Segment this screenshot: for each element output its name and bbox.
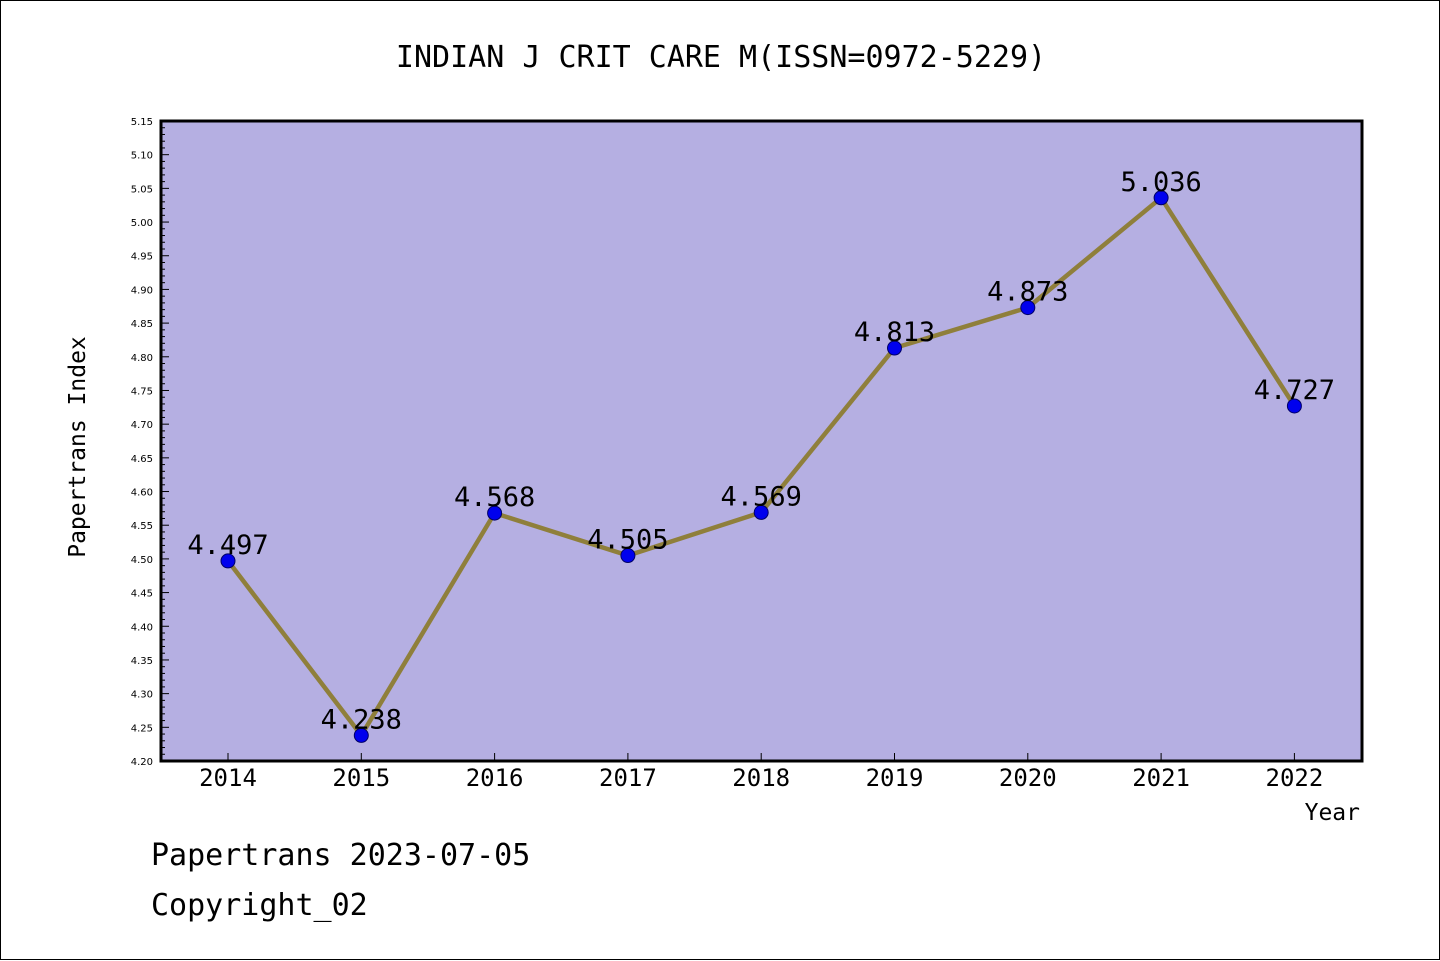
data-label: 5.036 <box>1120 167 1201 198</box>
data-label: 4.238 <box>321 704 402 735</box>
y-axis: 4.20 4.25 4.30 4.35 4.40 4.45 4.50 4.55 4.60 4.65… <box>131 117 169 768</box>
data-label: 4.505 <box>587 525 668 556</box>
y-tick-label: 4.70 <box>131 420 153 431</box>
data-point <box>753 504 769 520</box>
footer-copyright: Copyright_02 <box>151 888 368 923</box>
x-tick-label: 2015 <box>332 764 390 792</box>
data-point <box>1020 300 1036 316</box>
footer-date: Papertrans 2023-07-05 <box>151 838 530 873</box>
y-axis-label: Papertrans Index <box>65 336 91 558</box>
x-axis-label: Year <box>1305 800 1360 826</box>
y-tick-label: 4.65 <box>131 454 153 465</box>
x-tick-label: 2020 <box>999 764 1057 792</box>
data-labels: 4.497 4.238 4.568 4.505 4.569 4.813 4.873 5.036… <box>187 167 1335 736</box>
data-label: 4.813 <box>854 317 935 348</box>
y-tick-label: 4.75 <box>131 386 153 397</box>
y-tick-label: 4.80 <box>131 353 153 364</box>
y-tick-label: 4.40 <box>131 622 153 633</box>
x-tick-label: 2021 <box>1132 764 1190 792</box>
y-tick-label: 5.00 <box>131 218 153 229</box>
data-point <box>487 505 503 521</box>
data-point <box>620 548 636 564</box>
x-tick-label: 2017 <box>599 764 657 792</box>
y-tick-label: 4.50 <box>131 555 153 566</box>
y-tick-label: 5.05 <box>131 184 153 195</box>
x-tick-label: 2014 <box>199 764 257 792</box>
x-tick-label: 2016 <box>466 764 524 792</box>
series-markers <box>220 190 1302 743</box>
x-axis: 2014 2015 2016 2017 2018 2019 2020 2021 2022 <box>199 753 1323 792</box>
data-point <box>353 727 369 743</box>
y-tick-label: 4.55 <box>131 521 153 532</box>
data-label: 4.569 <box>721 481 802 512</box>
data-label: 4.873 <box>987 277 1068 308</box>
data-label: 4.497 <box>187 530 268 561</box>
y-tick-label: 4.90 <box>131 285 153 296</box>
y-tick-label: 4.20 <box>131 757 153 768</box>
y-tick-label: 5.15 <box>131 117 153 128</box>
y-tick-label: 4.30 <box>131 690 153 701</box>
data-label: 4.568 <box>454 482 535 513</box>
data-point <box>887 340 902 356</box>
x-tick-label: 2022 <box>1266 764 1324 792</box>
y-tick-label: 5.10 <box>131 151 153 162</box>
x-tick-label: 2018 <box>732 764 790 792</box>
y-tick-label: 4.95 <box>131 252 153 263</box>
data-point <box>1153 190 1169 206</box>
data-point <box>1286 398 1302 414</box>
plot-frame <box>159 119 1364 763</box>
y-tick-label: 4.85 <box>131 319 153 330</box>
y-tick-label: 4.35 <box>131 656 153 667</box>
x-tick-label: 2019 <box>866 764 924 792</box>
y-tick-label: 4.45 <box>131 589 153 600</box>
data-label: 4.727 <box>1254 375 1335 406</box>
data-point <box>220 553 236 569</box>
y-tick-label: 4.60 <box>131 488 153 499</box>
plot-area <box>161 121 1362 761</box>
chart-title: INDIAN J CRIT CARE M(ISSN=0972-5229) <box>396 40 1046 75</box>
y-tick-label: 4.25 <box>131 723 153 734</box>
